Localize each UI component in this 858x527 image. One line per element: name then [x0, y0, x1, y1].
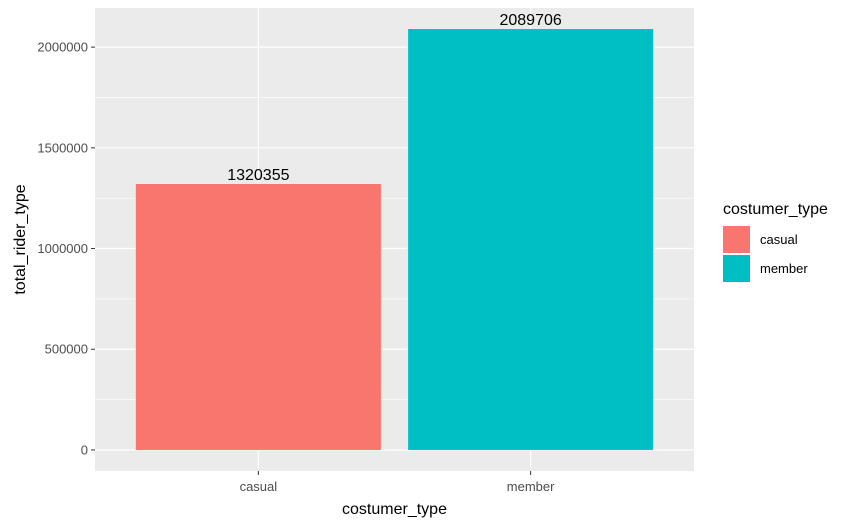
legend-title: costumer_type — [723, 201, 828, 218]
bar-member — [408, 29, 654, 450]
x-tick-label-member: member — [507, 479, 555, 494]
data-label-casual: 1320355 — [227, 167, 289, 184]
legend: costumer_type casual member — [723, 201, 828, 282]
y-tick-label: 500000 — [45, 342, 88, 357]
legend-label-member: member — [760, 261, 808, 276]
x-tick-label-casual: casual — [240, 479, 278, 494]
x-axis: casual member — [240, 471, 555, 494]
x-axis-title: costumer_type — [342, 501, 447, 518]
bars — [135, 29, 654, 450]
legend-key-member — [723, 255, 750, 282]
y-tick-label: 1000000 — [37, 241, 88, 256]
legend-key-casual — [723, 226, 750, 253]
y-axis-title: total_rider_type — [12, 184, 29, 294]
y-tick-label: 1500000 — [37, 140, 88, 155]
bar-casual — [135, 184, 381, 450]
y-axis: 0 500000 1000000 1500000 2000000 — [37, 40, 95, 457]
y-tick-label: 2000000 — [37, 40, 88, 55]
y-tick-label: 0 — [81, 442, 88, 457]
data-label-member: 2089706 — [499, 12, 561, 29]
data-labels: 1320355 2089706 — [227, 12, 562, 184]
legend-label-casual: casual — [760, 232, 798, 247]
